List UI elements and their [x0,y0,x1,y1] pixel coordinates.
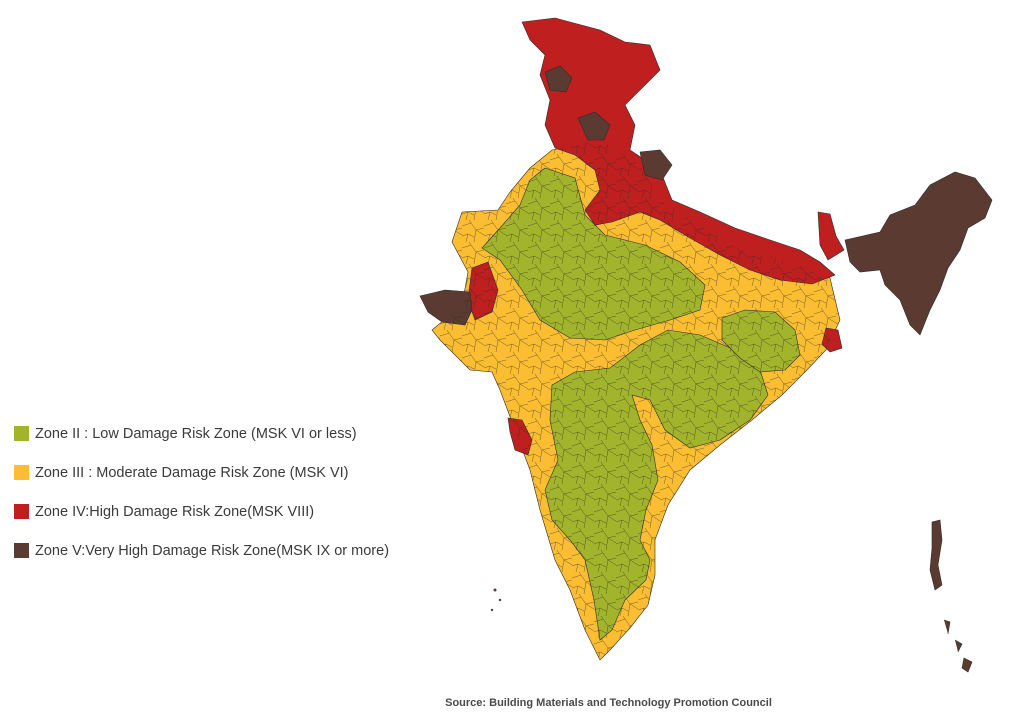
zone-4-region-bengal [817,211,845,261]
zone-5-region-andaman-islands [929,519,943,591]
zone-4-label: Zone IV:High Damage Risk Zone(MSK VIII) [35,504,315,520]
zone-3-label: Zone III : Moderate Damage Risk Zone (MS… [35,465,349,481]
lakshadweep-island [490,608,494,612]
zone-3-swatch [14,465,29,480]
legend-item-zone-3: Zone III : Moderate Damage Risk Zone (MS… [14,463,484,502]
legend-item-zone-2: Zone II : Low Damage Risk Zone (MSK VI o… [14,424,484,463]
zone-5-region-himachal [577,111,611,141]
zone-5-swatch [14,543,29,558]
zone-2-label: Zone II : Low Damage Risk Zone (MSK VI o… [35,426,357,442]
zone-2-swatch [14,426,29,441]
legend-item-zone-4: Zone IV:High Damage Risk Zone(MSK VIII) [14,502,484,541]
map-legend: Zone II : Low Damage Risk Zone (MSK VI o… [14,424,484,580]
zone-5-label: Zone V:Very High Damage Risk Zone(MSK IX… [35,543,390,559]
zone-5-region-uttarakhand [639,149,673,181]
legend-item-zone-5: Zone V:Very High Damage Risk Zone(MSK IX… [14,541,484,580]
district-boundaries [432,140,840,660]
source-credit: Source: Building Materials and Technolog… [445,697,772,709]
lakshadweep-island [498,598,502,602]
zone-4-swatch [14,504,29,519]
lakshadweep-islands [493,588,497,592]
zone-5-region-kashmir [544,65,573,93]
zone-5-region-nicobar-islands [943,619,973,673]
zone-5-region-northeast [844,171,993,336]
